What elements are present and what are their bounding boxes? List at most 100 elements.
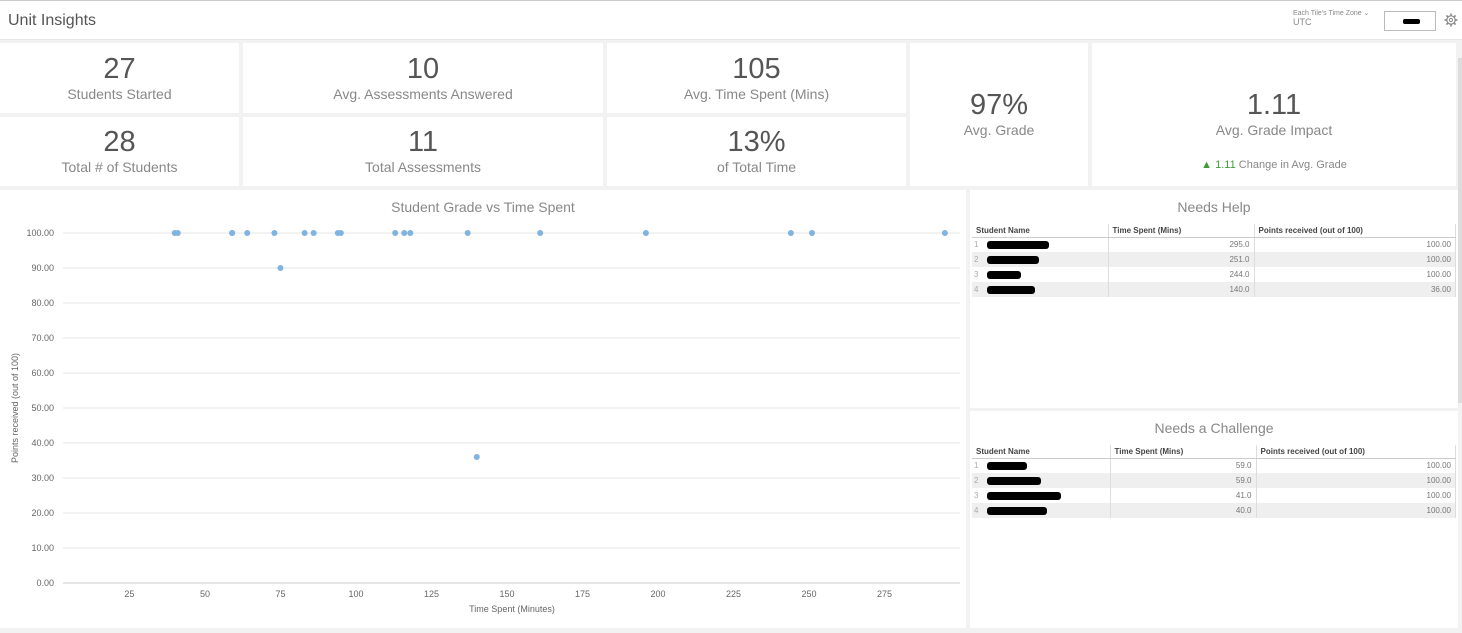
y-tick-label: 30.00 xyxy=(31,473,54,483)
table-row[interactable]: 3 41.0 100.00 xyxy=(972,488,1456,503)
needs-help-panel: Needs Help Student Name Time Spent (Mins… xyxy=(970,190,1458,408)
total-students-value: 28 xyxy=(103,126,136,158)
row-index: 2 xyxy=(972,252,983,267)
avg-grade-value: 97% xyxy=(969,89,1029,121)
avg-assessments-label: Avg. Assessments Answered xyxy=(333,86,513,102)
grade-change-label: Change in Avg. Grade xyxy=(1238,159,1347,171)
table-row[interactable]: 1 59.0 100.00 xyxy=(972,458,1456,473)
col-points[interactable]: Points received (out of 100) xyxy=(1254,224,1456,238)
table-row[interactable]: 1 295.0 100.00 xyxy=(972,237,1456,252)
row-index: 3 xyxy=(974,270,979,279)
x-tick-label: 50 xyxy=(200,589,210,599)
data-point xyxy=(809,230,816,236)
x-tick-label: 125 xyxy=(424,589,439,599)
points-cell: 100.00 xyxy=(1254,252,1456,267)
data-point xyxy=(537,230,544,236)
col-points[interactable]: Points received (out of 100) xyxy=(1256,445,1456,459)
total-students-label: Total # of Students xyxy=(61,159,178,175)
needs-challenge-title: Needs a Challenge xyxy=(1154,420,1274,436)
scatter-chart: 0.00 10.00 20.00 30.00 40.00 50.00 60.00 70.00 8… xyxy=(10,228,960,614)
students-started-label: Students Started xyxy=(67,86,172,102)
data-point xyxy=(174,230,181,236)
data-point xyxy=(301,230,308,236)
grade-change: ▲ 1.11 Change in Avg. Grade xyxy=(1092,159,1456,171)
redacted-value xyxy=(1403,19,1420,24)
needs-challenge-table: Student Name Time Spent (Mins) Points re… xyxy=(972,445,1456,518)
student-name-redacted xyxy=(982,237,1109,252)
scrollbar[interactable] xyxy=(1458,58,1462,403)
table-row[interactable]: 4 140.0 36.00 xyxy=(972,282,1456,297)
y-tick-label: 70.00 xyxy=(31,333,54,343)
y-tick-label: 100.00 xyxy=(26,228,54,238)
table-row[interactable]: 2 251.0 100.00 xyxy=(972,252,1456,267)
page-title: Unit Insights xyxy=(8,12,97,29)
pct-time-label: of Total Time xyxy=(716,159,797,175)
student-name-redacted xyxy=(982,503,1111,518)
student-name-redacted xyxy=(982,252,1109,267)
time-spent-cell: 295.0 xyxy=(1108,237,1255,252)
chart-title: Student Grade vs Time Spent xyxy=(391,199,575,215)
avg-time-label: Avg. Time Spent (Mins) xyxy=(683,86,830,102)
tile-pct-time: 13% of Total Time xyxy=(607,117,906,186)
x-tick-label: 250 xyxy=(801,589,816,599)
needs-help-table: Student Name Time Spent (Mins) Points re… xyxy=(972,224,1456,297)
table-row[interactable]: 4 40.0 100.00 xyxy=(972,503,1456,518)
time-spent-cell: 41.0 xyxy=(1110,488,1257,503)
total-assessments-label: Total Assessments xyxy=(365,159,481,175)
student-name-redacted xyxy=(982,282,1109,297)
data-point xyxy=(473,454,480,460)
chevron-down-icon: ⌄ xyxy=(1363,10,1370,17)
x-tick-label: 225 xyxy=(726,589,741,599)
x-tick-label: 100 xyxy=(348,589,363,599)
data-point xyxy=(244,230,251,236)
row-index: 1 xyxy=(974,461,979,471)
points-cell: 100.00 xyxy=(1256,488,1456,503)
col-time-spent[interactable]: Time Spent (Mins) xyxy=(1110,445,1257,459)
x-tick-label: 200 xyxy=(650,589,665,599)
table-row[interactable]: 3 244.0 100.00 xyxy=(972,267,1456,282)
date-filter-input[interactable] xyxy=(1384,11,1436,31)
data-point xyxy=(787,230,794,236)
x-axis-label: Time Spent (Minutes) xyxy=(469,604,555,614)
data-point xyxy=(464,230,471,236)
time-spent-cell: 251.0 xyxy=(1108,252,1255,267)
col-student-name[interactable]: Student Name xyxy=(972,445,1111,459)
tile-students-started: 27 Students Started xyxy=(0,43,239,113)
data-point xyxy=(401,230,408,236)
grade-impact-label: Avg. Grade Impact xyxy=(1215,122,1333,138)
timezone-selector[interactable]: Each Tile's Time Zone ⌄ xyxy=(1293,10,1369,18)
tile-avg-assessments: 10 Avg. Assessments Answered xyxy=(243,43,603,113)
avg-time-value: 105 xyxy=(732,53,781,85)
row-index: 1 xyxy=(974,240,979,250)
table-row[interactable]: 2 59.0 100.00 xyxy=(972,473,1456,488)
time-spent-cell: 59.0 xyxy=(1110,458,1257,473)
data-point xyxy=(642,230,649,236)
avg-assessments-value: 10 xyxy=(406,53,440,85)
y-tick-label: 90.00 xyxy=(31,263,54,273)
needs-challenge-panel: Needs a Challenge Student Name Time Spen… xyxy=(970,411,1458,628)
timezone-label: Each Tile's Time Zone xyxy=(1293,10,1362,17)
gear-icon[interactable] xyxy=(1444,13,1458,27)
y-tick-label: 50.00 xyxy=(31,403,54,413)
time-spent-cell: 244.0 xyxy=(1108,267,1255,282)
chart-panel: Student Grade vs Time Spent 0.00 10.00 20.… xyxy=(0,190,966,628)
needs-help-title: Needs Help xyxy=(1177,199,1251,215)
row-index: 4 xyxy=(972,282,983,297)
data-point xyxy=(229,230,236,236)
y-tick-label: 10.00 xyxy=(31,543,54,553)
grade-impact-value: 1.11 xyxy=(1246,89,1302,121)
time-spent-cell: 59.0 xyxy=(1110,473,1257,488)
col-student-name[interactable]: Student Name xyxy=(972,224,1109,238)
x-tick-label: 25 xyxy=(124,589,134,599)
y-tick-label: 60.00 xyxy=(31,368,54,378)
row-index: 2 xyxy=(972,473,983,488)
data-point xyxy=(392,230,399,236)
points-cell: 100.00 xyxy=(1254,267,1456,282)
tile-avg-grade: 97% Avg. Grade xyxy=(910,43,1088,186)
triangle-up-icon: ▲ xyxy=(1201,159,1213,171)
time-spent-cell: 40.0 xyxy=(1110,503,1257,518)
row-index: 4 xyxy=(972,503,983,518)
data-point xyxy=(407,230,414,236)
col-time-spent[interactable]: Time Spent (Mins) xyxy=(1108,224,1255,238)
data-point xyxy=(271,230,278,236)
